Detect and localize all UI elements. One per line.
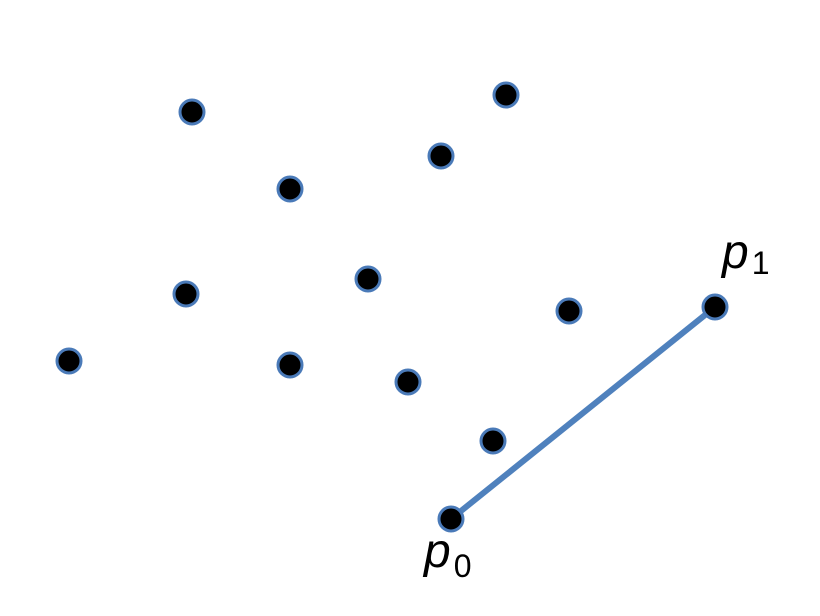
point-p0 [437, 505, 465, 533]
label-p1: p1 [720, 226, 770, 281]
point [172, 280, 200, 308]
label-p1-sub: 1 [752, 245, 770, 281]
point [354, 265, 382, 293]
label-p1-base: p [720, 226, 749, 279]
point [394, 368, 422, 396]
edge-p0-p1 [448, 304, 718, 522]
point [492, 81, 520, 109]
label-p0-base: p [422, 525, 451, 578]
point [555, 297, 583, 325]
label-p0-sub: 0 [454, 548, 472, 584]
label-p0: p0 [422, 525, 472, 584]
point [55, 347, 83, 375]
point [178, 98, 206, 126]
point [479, 427, 507, 455]
point [276, 351, 304, 379]
point [276, 175, 304, 203]
point [427, 142, 455, 170]
point-p1 [701, 293, 729, 321]
point-set [55, 81, 729, 533]
